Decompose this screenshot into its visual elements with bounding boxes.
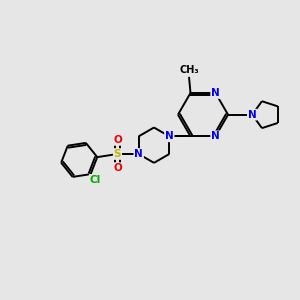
Text: N: N — [248, 110, 256, 120]
Text: Cl: Cl — [90, 175, 101, 185]
Text: O: O — [113, 163, 122, 173]
Text: S: S — [114, 149, 121, 159]
Text: N: N — [211, 131, 220, 141]
Text: N: N — [211, 88, 220, 98]
Text: CH₃: CH₃ — [179, 65, 199, 75]
Text: N: N — [134, 149, 143, 159]
Text: N: N — [165, 131, 174, 141]
Text: O: O — [113, 135, 122, 145]
